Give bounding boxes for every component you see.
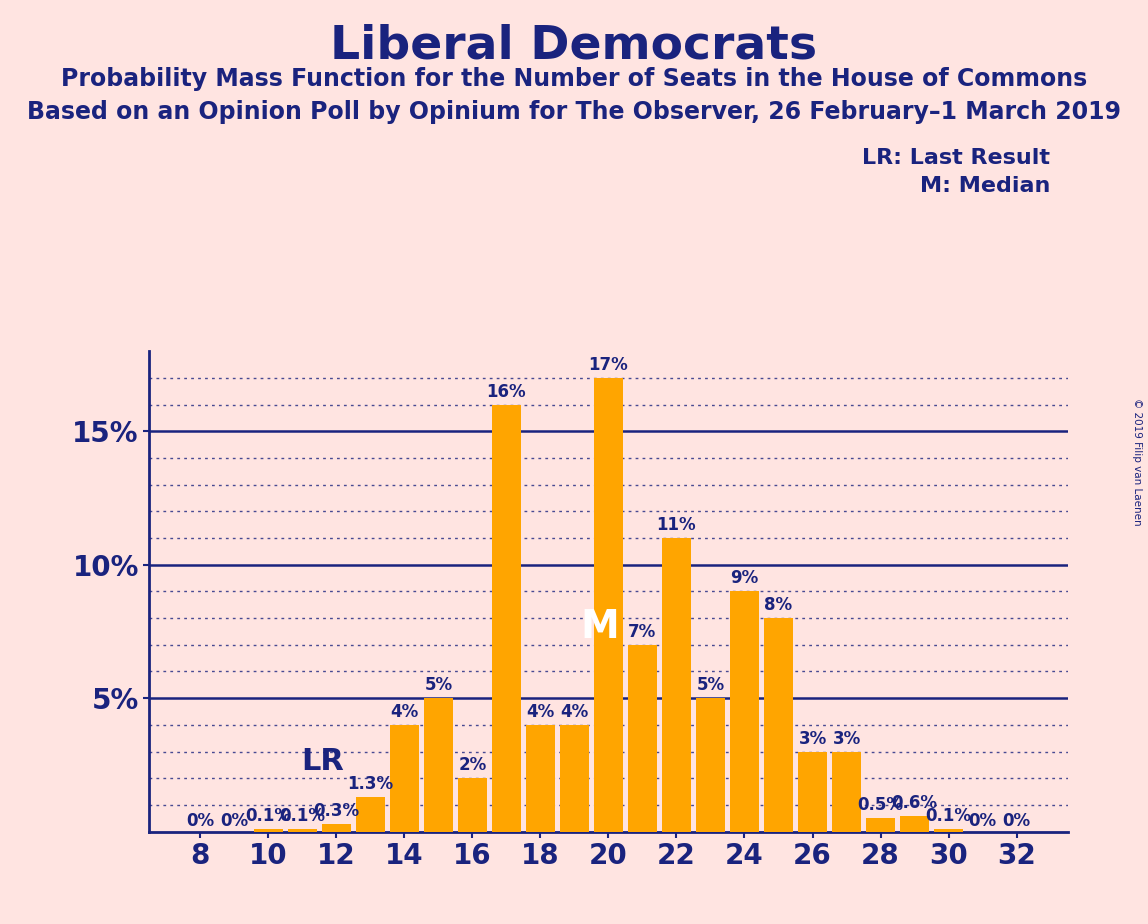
- Bar: [254, 829, 282, 832]
- Text: 8%: 8%: [765, 596, 792, 614]
- Text: 0%: 0%: [969, 812, 996, 831]
- Text: M: Median: M: Median: [920, 176, 1050, 196]
- Text: 0.5%: 0.5%: [858, 796, 903, 814]
- Bar: [390, 724, 419, 832]
- Text: 0%: 0%: [220, 812, 248, 831]
- Text: 0.1%: 0.1%: [279, 807, 325, 825]
- Text: 0%: 0%: [1002, 812, 1031, 831]
- Text: 0.3%: 0.3%: [313, 802, 359, 820]
- Text: 0.6%: 0.6%: [892, 794, 938, 811]
- Text: Liberal Democrats: Liberal Democrats: [331, 23, 817, 68]
- Bar: [866, 819, 895, 832]
- Text: 7%: 7%: [628, 623, 657, 640]
- Text: 0%: 0%: [186, 812, 215, 831]
- Text: 1.3%: 1.3%: [348, 775, 394, 793]
- Bar: [730, 591, 759, 832]
- Bar: [458, 778, 487, 832]
- Bar: [594, 378, 623, 832]
- Text: 5%: 5%: [697, 676, 724, 694]
- Text: 3%: 3%: [798, 730, 827, 748]
- Bar: [628, 645, 657, 832]
- Bar: [560, 724, 589, 832]
- Text: 5%: 5%: [425, 676, 452, 694]
- Bar: [900, 816, 929, 832]
- Bar: [492, 405, 521, 832]
- Bar: [288, 829, 317, 832]
- Bar: [356, 796, 385, 832]
- Bar: [526, 724, 554, 832]
- Text: 4%: 4%: [390, 703, 419, 721]
- Text: 4%: 4%: [526, 703, 554, 721]
- Bar: [934, 829, 963, 832]
- Bar: [798, 751, 827, 832]
- Text: Based on an Opinion Poll by Opinium for The Observer, 26 February–1 March 2019: Based on an Opinion Poll by Opinium for …: [28, 100, 1120, 124]
- Bar: [696, 699, 724, 832]
- Text: Probability Mass Function for the Number of Seats in the House of Commons: Probability Mass Function for the Number…: [61, 67, 1087, 91]
- Bar: [765, 618, 793, 832]
- Text: 17%: 17%: [589, 356, 628, 374]
- Text: 9%: 9%: [730, 569, 759, 588]
- Text: 4%: 4%: [560, 703, 589, 721]
- Text: 3%: 3%: [832, 730, 861, 748]
- Text: M: M: [581, 608, 619, 647]
- Text: LR: LR: [301, 747, 344, 775]
- Text: 0.1%: 0.1%: [246, 807, 292, 825]
- Text: 11%: 11%: [657, 516, 697, 534]
- Text: 16%: 16%: [487, 383, 526, 400]
- Text: 0.1%: 0.1%: [925, 807, 971, 825]
- Text: 2%: 2%: [458, 756, 487, 774]
- Bar: [832, 751, 861, 832]
- Text: © 2019 Filip van Laenen: © 2019 Filip van Laenen: [1132, 398, 1141, 526]
- Bar: [424, 699, 452, 832]
- Bar: [662, 538, 691, 832]
- Text: LR: Last Result: LR: Last Result: [862, 148, 1050, 168]
- Bar: [321, 823, 351, 832]
